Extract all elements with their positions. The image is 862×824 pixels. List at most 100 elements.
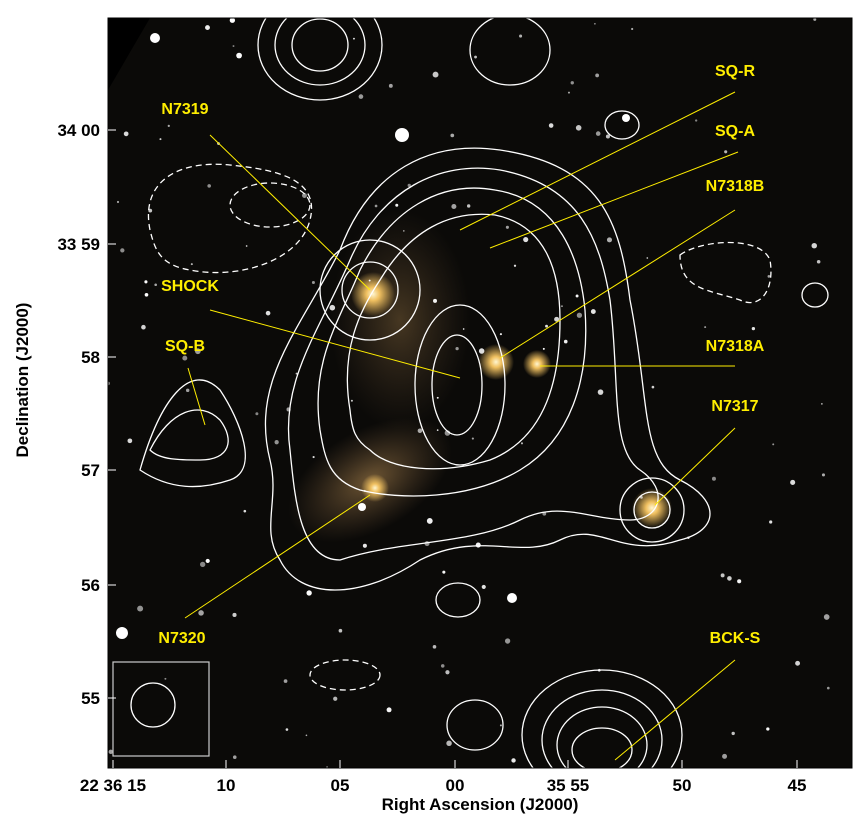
- star: [478, 348, 485, 354]
- y-tick-label: 56: [81, 576, 100, 595]
- star: [554, 316, 560, 322]
- star: [182, 355, 188, 361]
- star: [329, 304, 336, 311]
- star: [245, 245, 248, 247]
- star: [199, 561, 206, 568]
- star: [236, 52, 242, 59]
- x-tick-label: 05: [331, 776, 350, 795]
- star: [285, 728, 289, 731]
- x-tick-label: 10: [217, 776, 236, 795]
- star: [575, 125, 582, 131]
- star: [505, 225, 509, 229]
- annotation-label: N7317: [711, 398, 758, 415]
- star: [353, 37, 355, 40]
- star: [137, 605, 144, 612]
- star: [606, 237, 613, 243]
- star: [338, 628, 343, 633]
- star: [194, 348, 201, 355]
- star: [826, 686, 830, 690]
- star: [333, 696, 338, 701]
- annotation-label: N7318B: [706, 178, 765, 195]
- sky-image: N7319 SQ-R SQ-A N7318B SHOCK N7318A SQ-B N7317 N…: [108, 18, 852, 768]
- star: [519, 34, 523, 38]
- star: [646, 257, 649, 259]
- star: [576, 312, 583, 318]
- annotation-line: [499, 209, 736, 359]
- star: [523, 236, 529, 243]
- star: [311, 280, 315, 285]
- star: [595, 131, 601, 136]
- star: [595, 73, 600, 78]
- star: [631, 27, 634, 31]
- star: [154, 283, 157, 287]
- star: [167, 124, 170, 128]
- star: [198, 610, 204, 616]
- star: [499, 724, 502, 727]
- star: [767, 275, 771, 278]
- star: [622, 114, 630, 122]
- star: [823, 614, 830, 620]
- star: [283, 679, 288, 683]
- y-axis-label: Declination (J2000): [13, 303, 32, 458]
- star: [159, 138, 162, 141]
- star: [436, 429, 439, 431]
- star: [704, 326, 707, 329]
- star: [513, 264, 517, 267]
- star: [724, 150, 728, 154]
- star: [144, 280, 148, 284]
- star: [395, 128, 409, 142]
- star: [432, 71, 439, 78]
- annotation-line: [184, 494, 371, 619]
- star: [232, 755, 237, 759]
- annotation-label: SQ-A: [715, 123, 755, 140]
- annotation-label: SHOCK: [161, 278, 219, 295]
- star: [560, 305, 563, 308]
- star: [386, 707, 392, 713]
- star: [545, 324, 548, 328]
- star: [446, 740, 452, 747]
- star: [481, 584, 486, 590]
- star: [575, 294, 579, 298]
- annotation-label: SQ-B: [165, 338, 205, 355]
- x-axis-label: Right Ascension (J2000): [382, 795, 579, 814]
- star: [821, 473, 826, 477]
- star: [442, 570, 446, 574]
- star: [462, 328, 465, 330]
- x-tick-label: 22 36 15: [80, 776, 146, 795]
- annotation-label: N7318A: [706, 338, 765, 355]
- star: [116, 627, 128, 639]
- star: [388, 83, 393, 88]
- x-tick-label: 50: [673, 776, 692, 795]
- star: [164, 677, 167, 680]
- annotation-label: BCK-S: [710, 630, 761, 647]
- star: [123, 131, 129, 137]
- star: [368, 279, 371, 282]
- star: [243, 509, 247, 513]
- star: [432, 645, 437, 649]
- star: [769, 520, 773, 524]
- star: [751, 326, 756, 331]
- star: [820, 402, 823, 405]
- annotation-label: N7319: [161, 101, 208, 118]
- star: [108, 749, 113, 754]
- annotation-label: SQ-R: [715, 63, 755, 80]
- star: [445, 670, 450, 675]
- star: [265, 310, 271, 316]
- star: [455, 346, 459, 351]
- star: [795, 660, 801, 666]
- star: [306, 590, 312, 596]
- star: [255, 412, 259, 416]
- star: [590, 309, 596, 315]
- annotation-line: [614, 659, 736, 761]
- star: [499, 333, 502, 336]
- star: [127, 438, 133, 444]
- y-tick-label: 34 00: [57, 121, 100, 140]
- star: [312, 455, 315, 459]
- star: [731, 731, 735, 736]
- star: [150, 33, 160, 43]
- star: [563, 339, 568, 344]
- star: [205, 25, 210, 31]
- star: [594, 22, 596, 25]
- star: [507, 593, 517, 603]
- star: [403, 230, 405, 232]
